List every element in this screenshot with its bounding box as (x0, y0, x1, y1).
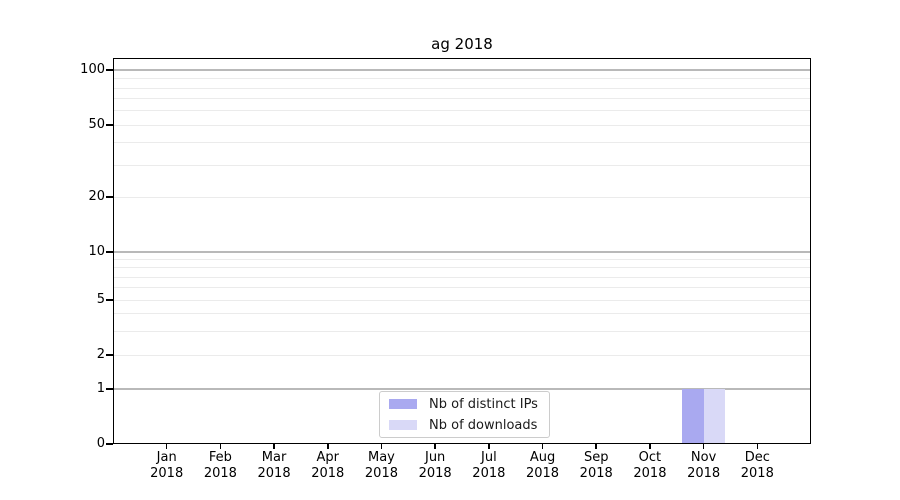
y-axis-tick-label: 2 (96, 347, 105, 362)
x-axis-tick-label: Jun 2018 (418, 450, 452, 481)
x-axis-tick-mark (488, 444, 490, 449)
bar-downloads (703, 389, 726, 444)
x-axis-tick-label: Oct 2018 (633, 450, 667, 481)
y-axis-tick-mark (106, 443, 113, 445)
y-axis-tick-label: 100 (80, 62, 105, 77)
gridline-minor (113, 87, 811, 89)
x-axis-tick-label: Jul 2018 (472, 450, 506, 481)
x-axis-tick-mark (165, 444, 168, 449)
x-axis-tick-label: May 2018 (364, 450, 398, 481)
gridline-minor (113, 300, 811, 301)
gridline-major (113, 251, 811, 253)
y-axis-tick-mark (106, 251, 113, 253)
y-axis-tick-mark (106, 123, 113, 126)
y-axis-tick-label: 0 (96, 436, 105, 451)
x-axis-tick-label: Jan 2018 (150, 450, 184, 481)
gridline-minor (113, 98, 811, 100)
y-axis-tick-label: 50 (88, 116, 105, 132)
x-axis-tick-mark (649, 444, 651, 449)
gridline-minor (113, 142, 811, 144)
gridline-minor (113, 110, 811, 112)
x-axis-tick-mark (756, 444, 759, 449)
x-axis-tick-mark (219, 444, 222, 449)
gridline-minor (113, 267, 811, 269)
y-axis-tick-label: 5 (96, 292, 105, 307)
legend-swatch-downloads (389, 420, 417, 430)
x-axis-tick-mark (434, 444, 436, 449)
x-axis-tick-label: Dec 2018 (740, 450, 774, 481)
legend-entry-distinct-ips: Nb of distinct IPs (389, 397, 540, 412)
gridline-minor (113, 78, 811, 80)
y-axis-tick-mark (106, 354, 113, 356)
gridline-minor (113, 287, 811, 289)
gridline-minor (113, 313, 811, 315)
y-axis-tick-mark (106, 299, 113, 301)
legend-entry-downloads: Nb of downloads (389, 418, 540, 433)
legend-swatch-distinct-ips (389, 399, 417, 409)
plot-area (113, 58, 811, 444)
gridline-major (113, 69, 811, 71)
y-axis-tick-label: 20 (88, 189, 105, 205)
y-axis-tick-mark (106, 196, 113, 198)
y-axis-tick-mark (106, 388, 113, 390)
legend: Nb of distinct IPs Nb of downloads (379, 391, 550, 438)
gridline-minor (113, 276, 811, 278)
legend-label-distinct-ips: Nb of distinct IPs (429, 396, 538, 412)
x-axis-tick-label: Apr 2018 (311, 450, 345, 481)
gridline-minor (113, 165, 811, 167)
x-axis-tick-mark (702, 444, 705, 449)
y-axis-tick-label: 1 (96, 381, 105, 396)
x-axis-tick-mark (273, 444, 275, 449)
gridline-minor (113, 330, 811, 332)
gridline-minor (113, 259, 811, 261)
chart-title: ag 2018 (431, 35, 493, 53)
gridline-major (113, 388, 811, 390)
x-axis-tick-mark (595, 444, 598, 449)
x-axis-tick-label: Nov 2018 (687, 450, 721, 481)
x-axis-tick-label: Sep 2018 (579, 450, 613, 481)
bar-distinct-ips (682, 389, 704, 444)
legend-label-downloads: Nb of downloads (429, 417, 538, 433)
y-axis-tick-mark (106, 69, 113, 71)
y-axis-tick-label: 10 (88, 244, 105, 259)
x-axis-tick-mark (326, 444, 329, 449)
x-axis-tick-mark (541, 444, 544, 449)
gridline-minor (113, 124, 811, 126)
x-axis-tick-label: Feb 2018 (203, 450, 237, 481)
x-axis-tick-mark (380, 444, 383, 449)
gridline-minor (113, 355, 811, 356)
x-axis-tick-label: Mar 2018 (257, 450, 291, 481)
x-axis-tick-label: Aug 2018 (525, 450, 560, 481)
gridline-minor (113, 197, 811, 199)
